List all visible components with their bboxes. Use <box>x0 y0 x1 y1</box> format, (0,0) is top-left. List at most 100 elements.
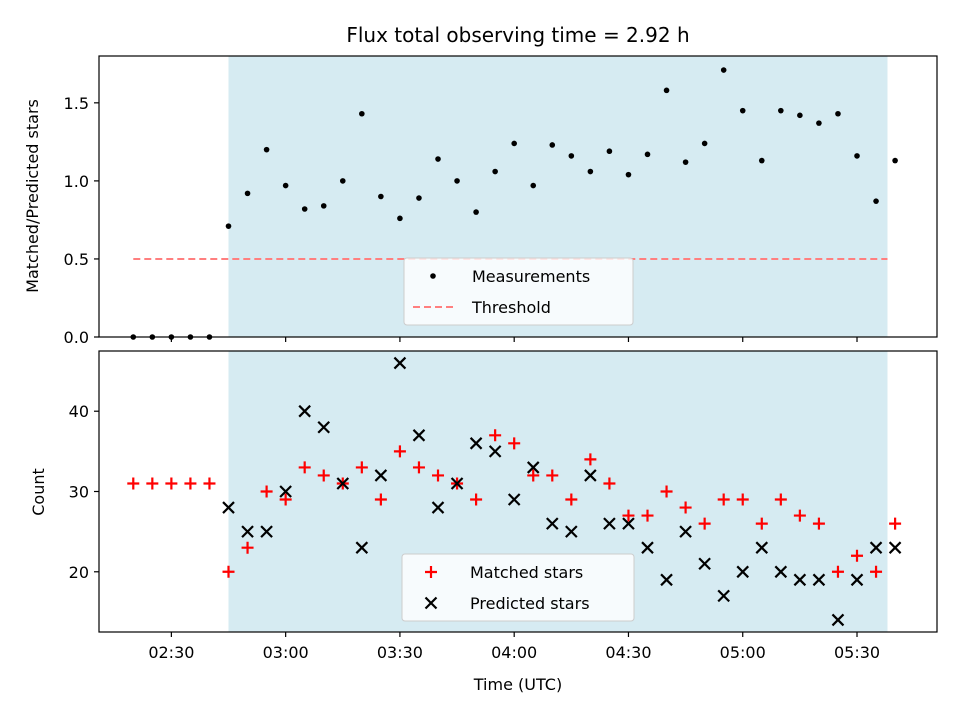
matched-stars-marker <box>565 493 578 506</box>
measurement-point <box>397 215 403 222</box>
matched-stars-marker <box>146 477 159 490</box>
measurement-point <box>454 178 460 184</box>
predicted-stars-marker <box>260 525 273 538</box>
measurement-point <box>758 157 765 164</box>
matched-stars-marker <box>298 461 311 474</box>
predicted-stars-marker <box>469 437 483 450</box>
measurement-point <box>587 168 594 175</box>
measurement-point <box>816 120 822 126</box>
predicted-stars-marker <box>336 477 350 490</box>
measurement-point <box>359 110 365 117</box>
chart-title: Flux total observing time = 2.92 h <box>346 23 689 47</box>
matched-stars-marker <box>622 509 635 522</box>
predicted-stars-marker <box>831 613 845 627</box>
measurement-point <box>606 148 613 155</box>
top-panel-ratio: 0.0 0.5 1.0 1.5 Measurements Threshold <box>64 55 938 347</box>
predicted-stars-marker <box>755 541 769 554</box>
matched-stars-marker <box>203 477 216 490</box>
predicted-stars-marker <box>488 445 502 458</box>
matched-stars-marker <box>241 541 254 554</box>
matched-stars-marker <box>641 509 654 522</box>
legend: Matched stars Predicted stars <box>401 553 635 622</box>
matched-stars-marker <box>889 517 902 530</box>
legend-box <box>403 257 634 326</box>
x-axis-title: Time (UTC) <box>473 675 562 694</box>
predicted-stars-marker <box>450 477 464 490</box>
matched-stars-marker <box>870 565 883 578</box>
x-tick-label: 04:30 <box>605 643 651 662</box>
matched-stars-marker <box>127 477 140 490</box>
y-axis-title-bottom: Count <box>29 468 48 516</box>
matched-stars-marker <box>184 477 197 490</box>
matched-stars-marker <box>355 461 368 474</box>
predicted-stars-marker <box>793 573 807 587</box>
predicted-stars-marker <box>774 565 788 579</box>
measurement-point <box>511 140 517 147</box>
y-axis-title-top: Matched/Predicted stars <box>23 99 42 293</box>
y-tick-label: 0.0 <box>64 328 89 347</box>
predicted-stars-marker <box>622 517 635 530</box>
matched-stars-marker <box>222 565 235 578</box>
predicted-stars-marker <box>888 541 902 554</box>
measurement-point <box>320 203 327 209</box>
predicted-stars-marker <box>526 461 540 474</box>
measurement-point <box>492 168 498 175</box>
matched-stars-marker <box>812 517 825 530</box>
matched-stars-marker <box>374 493 387 506</box>
x-tick-label: 03:00 <box>263 643 309 662</box>
predicted-stars-marker <box>869 541 883 554</box>
predicted-stars-marker <box>279 485 292 498</box>
measurement-point <box>568 153 575 159</box>
matched-stars-marker <box>165 477 178 490</box>
matched-stars-marker <box>317 469 330 482</box>
matched-stars-marker <box>698 517 711 530</box>
matched-stars-marker <box>260 485 273 498</box>
matched-stars-marker <box>489 429 502 442</box>
measurement-point <box>720 67 727 73</box>
predicted-stars-marker <box>641 541 654 554</box>
legend-label: Measurements <box>472 267 590 286</box>
predicted-stars-marker <box>317 420 331 434</box>
y-tick-label: 1.5 <box>64 94 89 113</box>
predicted-stars-marker <box>736 565 750 579</box>
axes-frame <box>98 55 938 338</box>
predicted-stars-marker <box>698 557 711 571</box>
predicted-stars-marker <box>584 469 597 482</box>
measurement-point <box>854 153 860 159</box>
predicted-stars-marker <box>507 493 521 506</box>
measurement-point <box>873 198 879 204</box>
legend-marker-measurements <box>430 273 436 279</box>
measurement-point <box>797 112 803 119</box>
predicted-stars-marker <box>812 573 826 587</box>
predicted-stars-marker <box>717 589 730 603</box>
legend-label: Threshold <box>471 298 551 317</box>
measurement-point <box>301 206 308 212</box>
predicted-stars-marker <box>374 469 388 482</box>
predicted-stars-marker <box>546 517 559 530</box>
predicted-stars-marker <box>603 517 616 530</box>
y-tick-label: 0.5 <box>64 250 89 269</box>
matched-stars-marker <box>851 549 864 562</box>
legend-marker-predicted <box>424 596 438 610</box>
measurement-point <box>339 178 346 184</box>
matched-stars-marker <box>603 477 616 490</box>
y-tick-label: 30 <box>69 483 89 502</box>
matched-stars-marker <box>432 469 445 482</box>
measurement-point <box>435 156 441 162</box>
matched-stars-marker <box>527 469 540 482</box>
measurement-point <box>416 195 422 201</box>
legend-marker-matched <box>425 566 437 578</box>
measurement-point <box>625 171 632 178</box>
measurement-point <box>263 146 270 153</box>
predicted-stars-marker <box>431 501 445 514</box>
x-tick-label: 05:00 <box>720 643 766 662</box>
matched-stars-marker <box>546 469 559 482</box>
predicted-stars-marker <box>241 525 254 538</box>
y-tick-label: 20 <box>69 563 89 582</box>
matched-stars-marker <box>470 493 483 506</box>
x-tick-label: 03:30 <box>377 643 423 662</box>
matched-stars-marker <box>393 445 406 458</box>
predicted-stars-marker <box>565 525 578 538</box>
x-tick-label: 04:00 <box>491 643 537 662</box>
